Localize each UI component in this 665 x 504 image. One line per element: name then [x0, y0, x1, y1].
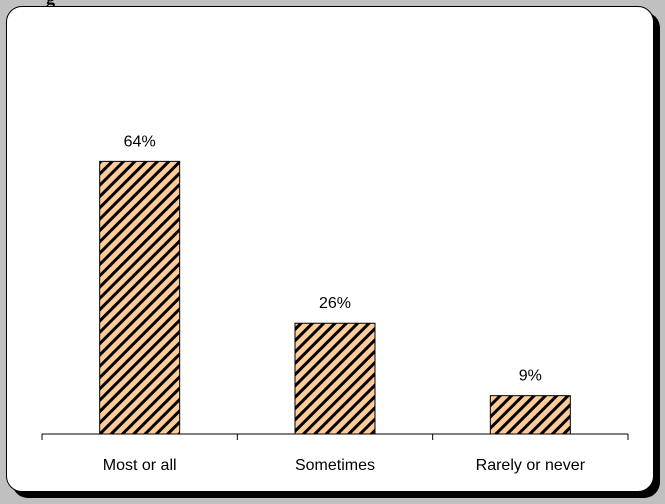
- x-tick-label-0: Most or all: [103, 457, 177, 474]
- data-label-2: 9%: [519, 368, 542, 385]
- bar-2: [489, 395, 571, 435]
- bar-1: [294, 322, 376, 435]
- data-label-1: 26%: [319, 295, 351, 312]
- bar-0: [99, 160, 181, 435]
- x-tick-label-2: Rarely or never: [476, 457, 586, 474]
- data-label-0: 64%: [124, 133, 156, 150]
- x-tick-label-1: Sometimes: [295, 457, 375, 474]
- cut-off-caption: g: [46, 0, 55, 9]
